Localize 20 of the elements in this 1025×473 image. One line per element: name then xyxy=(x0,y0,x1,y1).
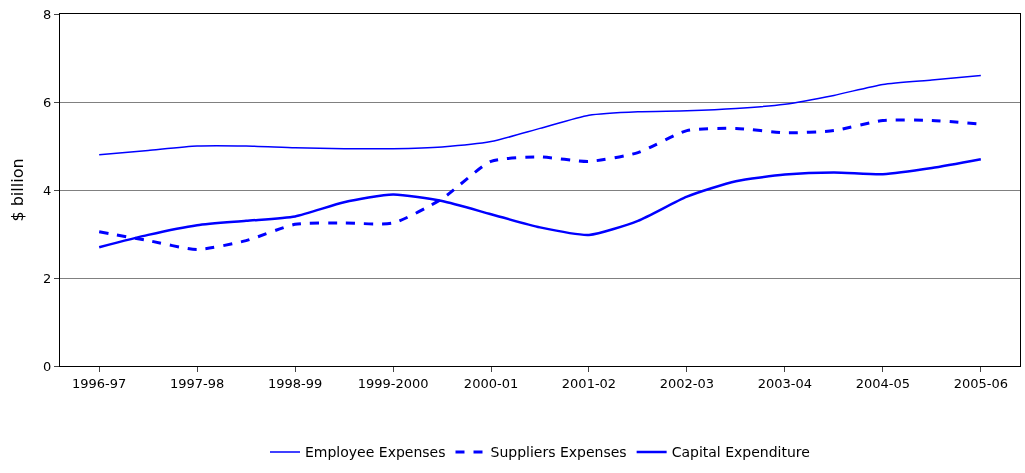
x-tick-label: 2001-02 xyxy=(561,375,617,391)
y-axis-title: $ billion xyxy=(8,158,28,222)
x-tick-label: 2004-05 xyxy=(855,375,911,391)
x-tick-label: 1999-2000 xyxy=(357,375,429,391)
line-series xyxy=(98,74,982,156)
x-tick-label: 2005-06 xyxy=(953,375,1008,391)
y-tick-label: 8 xyxy=(43,6,52,22)
x-tick-label: 2002-03 xyxy=(659,375,715,391)
legend-label: Employee Expenses xyxy=(305,444,446,461)
x-tick-label: 2000-01 xyxy=(463,375,519,391)
y-tick-label: 2 xyxy=(43,270,52,286)
x-tick-label: 1996-97 xyxy=(72,375,127,391)
y-tick-label: 4 xyxy=(43,182,52,198)
x-tick-label: 1997-98 xyxy=(169,375,225,391)
y-tick-label: 6 xyxy=(43,94,52,110)
x-tick-label: 1998-99 xyxy=(267,375,323,391)
legend-label: Suppliers Expenses xyxy=(490,444,627,461)
legend-label: Capital Expenditure xyxy=(671,444,810,461)
y-tick-label: 0 xyxy=(43,358,52,374)
x-tick-label: 2003-04 xyxy=(757,375,813,391)
